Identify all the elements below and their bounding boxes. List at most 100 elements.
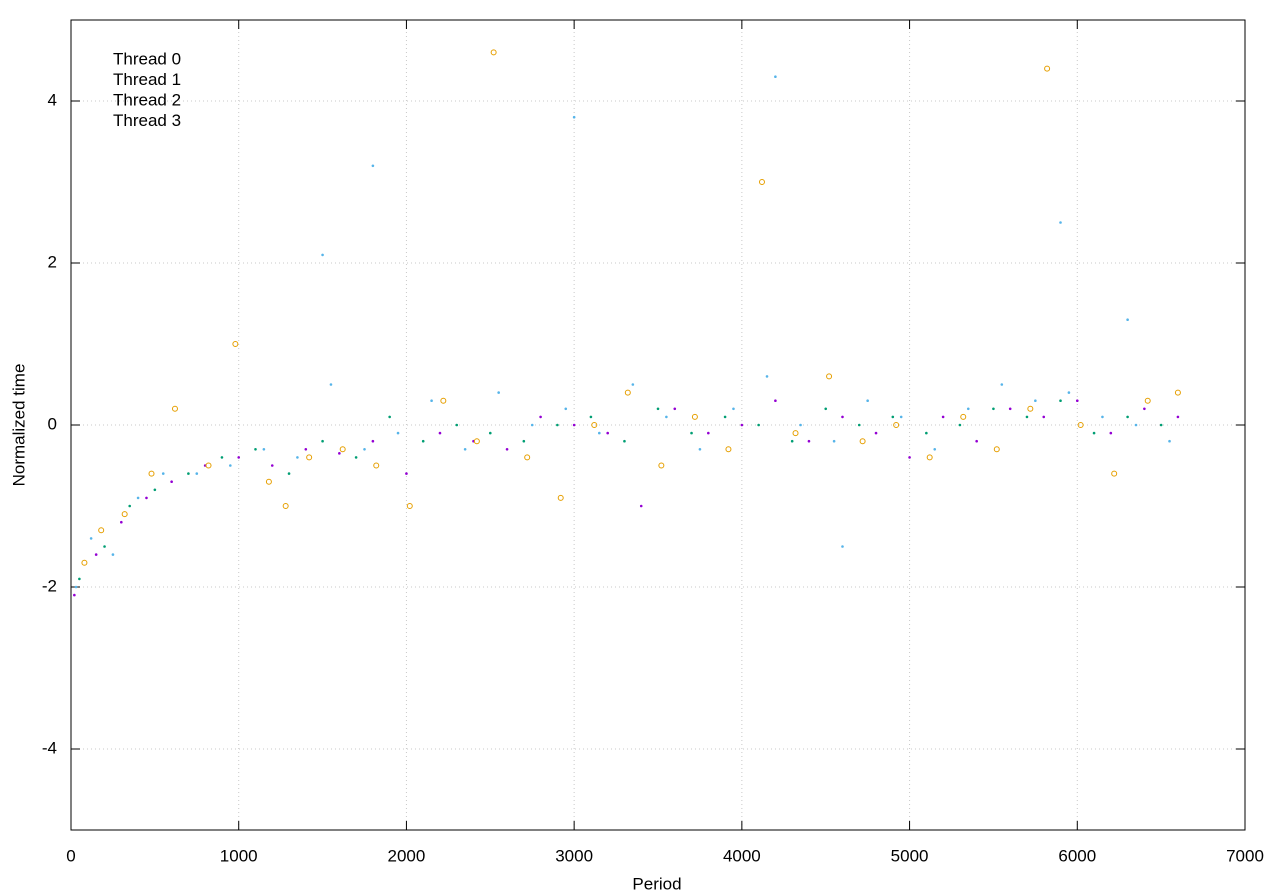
data-point (103, 545, 106, 548)
data-point (723, 415, 727, 419)
data-point (925, 431, 928, 435)
data-point (440, 397, 447, 404)
data-point (371, 164, 375, 168)
data-point (94, 553, 98, 556)
data-point (564, 407, 568, 411)
data-point (187, 472, 190, 475)
data-point (339, 446, 346, 453)
legend-label: Thread 1 (113, 70, 181, 89)
data-point (658, 462, 665, 469)
data-point (111, 553, 115, 556)
data-point (405, 472, 408, 475)
data-point (993, 446, 1000, 453)
data-point (926, 454, 933, 461)
data-point (891, 415, 895, 419)
data-point (698, 448, 702, 451)
data-point (406, 503, 413, 509)
data-point (463, 448, 467, 451)
y-tick-label: -2 (42, 576, 57, 595)
data-point (893, 422, 900, 428)
data-point (1176, 415, 1180, 419)
data-point (539, 415, 542, 419)
data-point (1126, 318, 1129, 322)
data-point (690, 431, 693, 435)
data-point (321, 253, 324, 257)
data-point (430, 399, 433, 403)
data-point (656, 407, 660, 411)
data-point (673, 407, 677, 411)
x-tick-label: 2000 (388, 846, 426, 865)
x-tick-label: 5000 (891, 846, 929, 865)
data-point (421, 439, 425, 443)
data-point (1027, 405, 1034, 412)
data-point (1101, 415, 1104, 419)
data-point (792, 430, 799, 437)
data-point (287, 472, 291, 475)
data-point (1067, 391, 1071, 394)
data-point (606, 431, 609, 435)
data-point (145, 496, 148, 500)
data-point (78, 577, 81, 581)
data-point (338, 452, 341, 455)
data-point (371, 439, 375, 443)
data-point (220, 456, 224, 459)
data-point (799, 423, 802, 427)
data-point (1034, 399, 1037, 403)
data-point (774, 75, 777, 78)
data-point (591, 422, 598, 428)
x-tick-label: 7000 (1226, 846, 1264, 865)
data-point (270, 464, 274, 467)
data-point (757, 423, 760, 427)
data-point (740, 423, 744, 427)
data-point (1042, 415, 1046, 419)
data-point (807, 439, 811, 443)
x-tick-label: 0 (66, 846, 75, 865)
data-point (136, 496, 140, 500)
legend-label: Thread 3 (113, 111, 181, 130)
data-point (1000, 383, 1004, 386)
data-point (488, 431, 492, 435)
data-point (623, 439, 626, 443)
data-point (1159, 423, 1163, 427)
data-point (229, 464, 232, 467)
data-point (556, 423, 559, 427)
data-point (790, 439, 794, 443)
data-point (373, 462, 380, 469)
data-point (1134, 423, 1138, 427)
x-axis-label: Period (632, 874, 681, 893)
data-point (1075, 399, 1079, 403)
y-tick-label: 0 (48, 414, 57, 433)
data-point (148, 470, 155, 477)
data-point (1077, 422, 1084, 428)
data-point (725, 446, 732, 453)
data-point (98, 527, 105, 534)
data-point (232, 341, 239, 347)
data-point (598, 431, 601, 435)
plot-frame (70, 19, 1246, 831)
data-point (589, 415, 593, 419)
data-point (841, 545, 844, 548)
data-point (120, 520, 123, 524)
data-point (1092, 431, 1096, 435)
legend-label: Thread 0 (113, 49, 181, 68)
data-point (1126, 415, 1129, 419)
data-point (237, 456, 241, 459)
data-point (859, 438, 866, 445)
data-point (874, 431, 878, 435)
data-point (74, 585, 78, 589)
data-point (388, 415, 391, 419)
data-point (304, 448, 308, 451)
data-point (1174, 389, 1181, 396)
data-point (1059, 399, 1062, 403)
data-point (161, 472, 165, 475)
data-point (691, 413, 698, 420)
data-point (524, 454, 531, 461)
data-point (89, 537, 93, 540)
data-point (774, 399, 777, 403)
data-point (81, 559, 88, 566)
data-point (866, 399, 869, 403)
data-point (254, 448, 257, 451)
data-point (557, 494, 564, 501)
data-point (1144, 397, 1151, 404)
x-tick-label: 6000 (1058, 846, 1096, 865)
